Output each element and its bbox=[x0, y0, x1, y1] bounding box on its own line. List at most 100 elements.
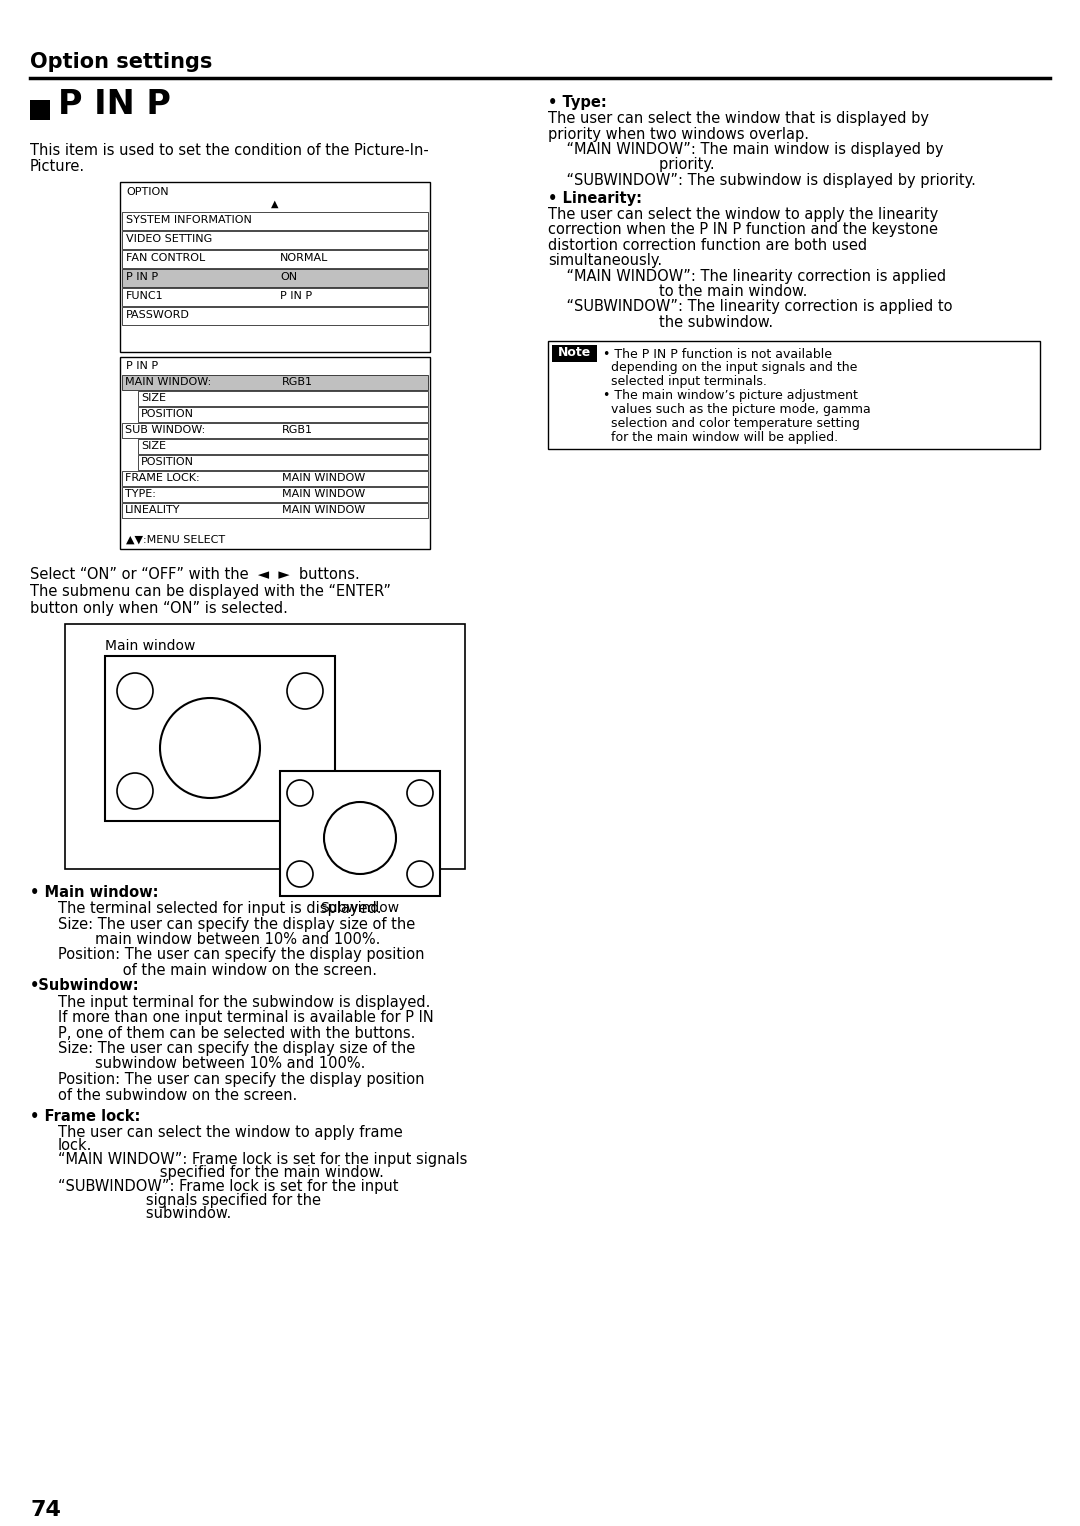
Text: ON: ON bbox=[280, 272, 297, 282]
Text: MAIN WINDOW: MAIN WINDOW bbox=[282, 488, 365, 499]
Text: LINEALITY: LINEALITY bbox=[125, 505, 180, 514]
Text: RGB1: RGB1 bbox=[282, 426, 313, 435]
Text: to the main window.: to the main window. bbox=[548, 284, 808, 299]
Bar bbox=[138, 407, 428, 423]
Text: ▲: ▲ bbox=[271, 198, 279, 209]
Text: MAIN WINDOW:: MAIN WINDOW: bbox=[125, 377, 212, 388]
Text: MAIN WINDOW: MAIN WINDOW bbox=[282, 505, 365, 514]
Bar bbox=[105, 656, 335, 821]
Text: • Type:: • Type: bbox=[548, 95, 607, 110]
Bar bbox=[122, 504, 428, 517]
Text: simultaneously.: simultaneously. bbox=[548, 253, 662, 269]
Text: Main window: Main window bbox=[105, 639, 195, 653]
Circle shape bbox=[287, 673, 323, 710]
Text: • Linearity:: • Linearity: bbox=[548, 191, 642, 206]
Text: MAIN WINDOW: MAIN WINDOW bbox=[282, 473, 365, 484]
Circle shape bbox=[407, 861, 433, 887]
Text: of the subwindow on the screen.: of the subwindow on the screen. bbox=[58, 1088, 297, 1102]
Text: POSITION: POSITION bbox=[141, 409, 194, 420]
Text: • Main window:: • Main window: bbox=[30, 885, 159, 900]
Text: “MAIN WINDOW”: Frame lock is set for the input signals: “MAIN WINDOW”: Frame lock is set for the… bbox=[58, 1152, 468, 1167]
Bar bbox=[138, 391, 428, 406]
Text: FAN CONTROL: FAN CONTROL bbox=[126, 253, 205, 262]
Text: selection and color temperature setting: selection and color temperature setting bbox=[603, 418, 860, 430]
Text: the subwindow.: the subwindow. bbox=[548, 314, 773, 330]
Text: P, one of them can be selected with the buttons.: P, one of them can be selected with the … bbox=[58, 1025, 416, 1041]
Text: SIZE: SIZE bbox=[141, 394, 166, 403]
Text: specified for the main window.: specified for the main window. bbox=[58, 1166, 383, 1181]
Text: depending on the input signals and the: depending on the input signals and the bbox=[603, 362, 858, 374]
Text: SYSTEM INFORMATION: SYSTEM INFORMATION bbox=[126, 215, 252, 224]
Text: The submenu can be displayed with the “ENTER”: The submenu can be displayed with the “E… bbox=[30, 584, 391, 600]
Bar bbox=[122, 487, 428, 502]
Text: FUNC1: FUNC1 bbox=[126, 291, 164, 301]
Text: •Subwindow:: •Subwindow: bbox=[30, 978, 139, 993]
Text: FRAME LOCK:: FRAME LOCK: bbox=[125, 473, 200, 484]
Text: of the main window on the screen.: of the main window on the screen. bbox=[58, 963, 377, 978]
Text: lock.: lock. bbox=[58, 1138, 93, 1154]
Text: priority.: priority. bbox=[548, 157, 715, 172]
Text: OPTION: OPTION bbox=[126, 188, 168, 197]
Text: TYPE:: TYPE: bbox=[125, 488, 156, 499]
Text: Size: The user can specify the display size of the: Size: The user can specify the display s… bbox=[58, 917, 415, 931]
Text: priority when two windows overlap.: priority when two windows overlap. bbox=[548, 127, 809, 142]
Text: • The main window’s picture adjustment: • The main window’s picture adjustment bbox=[603, 389, 858, 403]
Text: • The P IN P function is not available: • The P IN P function is not available bbox=[603, 348, 832, 360]
Bar bbox=[548, 340, 1040, 449]
Text: “MAIN WINDOW”: The main window is displayed by: “MAIN WINDOW”: The main window is displa… bbox=[548, 142, 944, 157]
Bar bbox=[122, 269, 428, 287]
Text: NORMAL: NORMAL bbox=[280, 253, 328, 262]
Bar bbox=[122, 230, 428, 249]
Text: “SUBWINDOW”: The subwindow is displayed by priority.: “SUBWINDOW”: The subwindow is displayed … bbox=[548, 172, 976, 188]
Text: ▲▼:MENU SELECT: ▲▼:MENU SELECT bbox=[126, 536, 225, 545]
Bar bbox=[122, 212, 428, 230]
Text: Subwindow: Subwindow bbox=[321, 900, 400, 916]
Text: The terminal selected for input is displayed.: The terminal selected for input is displ… bbox=[58, 900, 381, 916]
Bar bbox=[122, 375, 428, 391]
Text: 74: 74 bbox=[30, 1500, 60, 1520]
Text: POSITION: POSITION bbox=[141, 456, 194, 467]
Text: Size: The user can specify the display size of the: Size: The user can specify the display s… bbox=[58, 1041, 415, 1056]
Text: selected input terminals.: selected input terminals. bbox=[603, 375, 767, 389]
Text: P IN P: P IN P bbox=[126, 272, 158, 282]
Text: button only when “ON” is selected.: button only when “ON” is selected. bbox=[30, 601, 288, 617]
Circle shape bbox=[287, 780, 313, 806]
Bar bbox=[122, 307, 428, 325]
Text: The user can select the window to apply frame: The user can select the window to apply … bbox=[58, 1125, 403, 1140]
Text: Position: The user can specify the display position: Position: The user can specify the displ… bbox=[58, 1071, 424, 1087]
Bar bbox=[122, 472, 428, 485]
Text: subwindow.: subwindow. bbox=[58, 1206, 231, 1221]
Text: This item is used to set the condition of the Picture-In-: This item is used to set the condition o… bbox=[30, 143, 429, 159]
Bar bbox=[138, 455, 428, 470]
Circle shape bbox=[287, 861, 313, 887]
Text: P IN P: P IN P bbox=[126, 362, 158, 371]
Text: P IN P: P IN P bbox=[280, 291, 312, 301]
Text: Position: The user can specify the display position: Position: The user can specify the displ… bbox=[58, 948, 424, 963]
Text: subwindow between 10% and 100%.: subwindow between 10% and 100%. bbox=[58, 1056, 365, 1071]
Circle shape bbox=[117, 673, 153, 710]
Bar bbox=[552, 345, 597, 362]
Bar bbox=[120, 182, 430, 353]
Text: values such as the picture mode, gamma: values such as the picture mode, gamma bbox=[603, 403, 870, 417]
Bar bbox=[65, 624, 465, 868]
Text: “SUBWINDOW”: The linearity correction is applied to: “SUBWINDOW”: The linearity correction is… bbox=[548, 299, 953, 314]
Text: PASSWORD: PASSWORD bbox=[126, 310, 190, 320]
Text: RGB1: RGB1 bbox=[282, 377, 313, 388]
Circle shape bbox=[407, 780, 433, 806]
Bar bbox=[122, 288, 428, 307]
Text: distortion correction function are both used: distortion correction function are both … bbox=[548, 238, 867, 252]
Bar bbox=[122, 423, 428, 438]
Circle shape bbox=[324, 803, 396, 874]
Text: If more than one input terminal is available for P IN: If more than one input terminal is avail… bbox=[58, 1010, 434, 1025]
Bar bbox=[122, 250, 428, 269]
Text: “MAIN WINDOW”: The linearity correction is applied: “MAIN WINDOW”: The linearity correction … bbox=[548, 269, 946, 284]
Text: The user can select the window that is displayed by: The user can select the window that is d… bbox=[548, 111, 929, 127]
Text: Option settings: Option settings bbox=[30, 52, 213, 72]
Circle shape bbox=[160, 697, 260, 798]
Text: main window between 10% and 100%.: main window between 10% and 100%. bbox=[58, 932, 380, 948]
Text: The input terminal for the subwindow is displayed.: The input terminal for the subwindow is … bbox=[58, 995, 430, 1010]
Text: VIDEO SETTING: VIDEO SETTING bbox=[126, 233, 213, 244]
Text: correction when the P IN P function and the keystone: correction when the P IN P function and … bbox=[548, 221, 939, 237]
Text: Select “ON” or “OFF” with the  ◄  ►  buttons.: Select “ON” or “OFF” with the ◄ ► button… bbox=[30, 568, 360, 581]
Text: The user can select the window to apply the linearity: The user can select the window to apply … bbox=[548, 206, 939, 221]
